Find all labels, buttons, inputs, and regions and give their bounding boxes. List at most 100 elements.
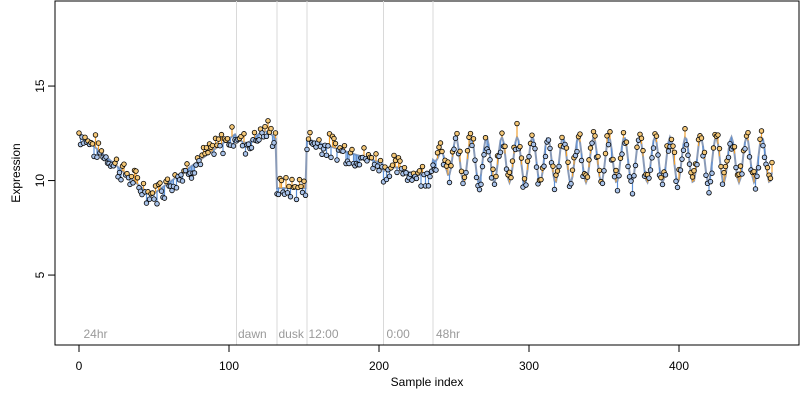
data-point [397,158,403,164]
data-point [526,153,532,160]
data-point [517,143,523,150]
data-point [118,177,124,183]
data-point [425,183,432,189]
data-point [173,185,180,191]
data-point [493,173,499,180]
data-point [680,147,687,153]
data-point [418,183,424,189]
data-point [614,187,621,194]
data-point [755,165,762,171]
data-point [646,175,652,181]
data-point [595,153,601,160]
data-point [718,163,724,170]
data-point [503,166,510,172]
data-point [146,196,153,202]
data-point [298,183,304,190]
data-point [658,174,664,181]
data-point [262,123,268,130]
data-point [538,176,544,183]
data-point [319,151,325,157]
data-point [485,149,492,155]
data-point [328,154,334,161]
data-point [698,135,705,141]
data-point [677,167,684,173]
data-point [578,157,585,164]
data-point [764,164,771,171]
data-point [416,168,423,174]
data-point [668,136,675,143]
data-point [479,163,486,170]
data-point [209,142,216,149]
data-point [467,130,474,137]
data-point [143,200,150,206]
data-point [628,178,634,184]
data-point [725,154,732,161]
data-point [340,148,346,154]
data-point [524,158,531,164]
data-point [217,143,223,149]
annotation-label: 24hr [84,327,108,341]
data-point [563,145,570,151]
data-point [287,194,294,200]
data-point [551,186,558,193]
data-point [373,151,379,157]
data-point [113,156,120,162]
y-tick-label: 5 [33,271,47,278]
data-point [601,168,607,174]
data-point [191,170,198,176]
data-point [767,175,774,181]
data-point [302,192,309,198]
data-point [448,163,454,169]
data-point [716,145,723,152]
data-point [502,143,508,150]
x-tick-label: 400 [669,359,689,373]
data-point [121,161,127,167]
data-point [649,155,655,161]
data-point [368,155,375,161]
data-point [464,148,471,154]
data-point [89,141,96,147]
data-point [541,163,547,169]
data-point [616,173,622,179]
data-point [248,145,255,151]
data-point [760,142,766,149]
data-point [679,156,685,162]
data-point [178,172,184,178]
data-point [620,129,627,136]
data-point [665,148,672,154]
data-point [205,149,211,156]
data-point [574,148,580,155]
data-point [632,162,639,169]
data-point [653,133,660,139]
data-point [161,195,168,201]
data-point [559,134,565,141]
data-point [577,131,583,137]
data-point [272,130,279,136]
data-point [439,148,445,155]
data-point [709,170,715,176]
data-point [569,167,576,173]
data-point [82,134,88,141]
data-point [383,176,390,183]
data-point [251,129,258,136]
data-point [265,118,271,124]
data-point [463,169,469,176]
data-point [514,120,520,127]
data-point [433,167,439,173]
data-point [689,174,696,180]
data-point [710,145,717,151]
data-point [752,186,759,192]
data-point [476,186,483,193]
data-point [454,130,460,137]
data-point [742,146,748,152]
data-point [487,157,493,163]
data-point [706,190,712,196]
data-point [737,163,744,169]
y-tick-label: 15 [33,79,47,93]
data-point [542,153,549,160]
data-point [584,174,591,180]
data-point [296,176,303,183]
data-point [394,169,400,176]
data-point [754,173,760,180]
data-point [640,147,646,154]
